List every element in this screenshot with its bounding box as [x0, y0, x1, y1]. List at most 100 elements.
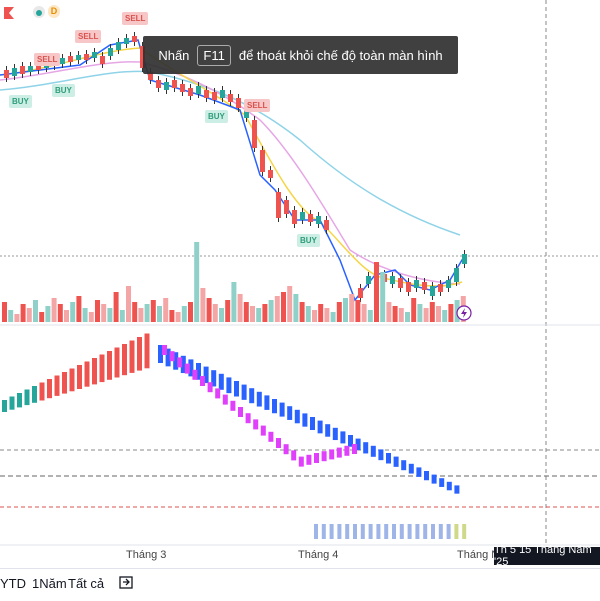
volume-bar — [45, 306, 51, 322]
osc-bar-blue — [393, 456, 399, 467]
candle-body — [116, 42, 121, 50]
volume-bar — [181, 306, 187, 322]
osc-bottom-bar — [314, 524, 318, 539]
osc-bar-magenta — [298, 456, 304, 467]
osc-bar — [24, 389, 30, 406]
x-label-march: Tháng 3 — [126, 549, 167, 561]
osc-bar-magenta — [238, 407, 243, 417]
eye-icon[interactable] — [33, 6, 45, 18]
volume-bar — [336, 302, 342, 322]
osc-bar — [47, 379, 52, 399]
osc-bottom-bar — [329, 524, 334, 539]
volume-bar — [243, 302, 249, 322]
osc-bar-magenta — [321, 451, 327, 462]
candle-body — [446, 280, 451, 288]
osc-bar — [69, 368, 75, 392]
osc-bar-magenta — [352, 444, 357, 454]
osc-bar-blue — [408, 463, 414, 474]
candle-body — [438, 284, 443, 292]
candle-body — [36, 64, 41, 70]
candle-body — [228, 94, 233, 102]
volume-bar — [398, 308, 404, 322]
osc-bottom-bar — [321, 524, 326, 539]
range-1y-button[interactable]: 1Năm — [32, 576, 67, 591]
volume-bar — [448, 304, 454, 322]
candle-body — [252, 120, 257, 148]
candle-body — [180, 84, 185, 92]
osc-bar-magenta — [344, 445, 350, 456]
signal-buy: BUY — [297, 234, 320, 247]
candle-body — [236, 98, 241, 108]
candle-body — [268, 170, 273, 178]
volume-bar — [436, 306, 441, 322]
osc-bar-blue — [211, 370, 217, 387]
volume-bar — [2, 302, 7, 322]
candle-body — [308, 214, 313, 222]
osc-bar-blue — [332, 427, 338, 441]
osc-bar-magenta — [184, 363, 190, 374]
toast-text-after: để thoát khỏi chế độ toàn màn hình — [238, 47, 443, 63]
osc-bar-magenta — [291, 450, 297, 461]
volume-bar — [318, 304, 324, 322]
osc-bar-blue — [370, 445, 376, 457]
volume-bar — [39, 312, 45, 322]
candle-body — [172, 80, 177, 88]
candle-body — [292, 210, 297, 224]
volume-bar — [132, 302, 138, 322]
osc-bottom-bar — [423, 524, 428, 539]
osc-bar-blue — [310, 417, 315, 430]
volume-bar — [225, 300, 231, 322]
osc-bottom-bar — [415, 524, 420, 539]
volume-bar — [380, 272, 386, 322]
signal-sell: SELL — [122, 12, 149, 25]
goto-date-icon[interactable] — [118, 574, 134, 590]
volume-bar — [392, 306, 398, 322]
osc-bar — [92, 358, 97, 385]
candle-body — [358, 288, 363, 298]
candle-body — [76, 55, 81, 60]
osc-bar-blue — [431, 474, 437, 484]
volume-bar — [237, 294, 243, 322]
volume-bar — [119, 310, 125, 322]
volume-bar — [281, 292, 286, 322]
volume-bar — [386, 302, 392, 322]
osc-bar-blue — [325, 424, 331, 437]
volume-bar — [293, 294, 299, 322]
candle-body — [132, 36, 137, 42]
d-badge-icon[interactable]: D — [48, 5, 60, 18]
candle-body — [260, 150, 265, 172]
close-icon[interactable] — [4, 6, 14, 19]
volume-bar — [411, 298, 417, 322]
osc-bar-magenta — [200, 376, 205, 386]
osc-bar — [62, 372, 67, 394]
osc-bar-magenta — [276, 438, 281, 448]
volume-bar — [82, 308, 88, 322]
volume-bar — [163, 298, 169, 322]
volume-bar — [442, 310, 448, 322]
volume-group — [2, 242, 466, 322]
zigzag-line — [0, 39, 466, 302]
candle-body — [20, 66, 25, 74]
volume-bar — [188, 302, 193, 322]
osc-bottom-bar — [368, 524, 373, 539]
osc-bar-blue — [294, 409, 300, 424]
volume-bar — [312, 310, 317, 322]
osc-bar-blue — [272, 399, 277, 414]
volume-bar — [194, 242, 200, 322]
volume-bar — [57, 304, 63, 322]
volume-bar — [95, 300, 100, 322]
osc-bar-blue — [287, 406, 293, 420]
range-all-button[interactable]: Tất cả — [68, 576, 105, 591]
osc-bar-blue — [363, 442, 369, 454]
range-ytd-button[interactable]: YTD — [0, 576, 26, 591]
osc-bar — [39, 382, 45, 401]
candle-body — [300, 212, 305, 220]
signal-sell: SELL — [34, 53, 61, 66]
osc-bar-magenta — [306, 454, 312, 465]
osc-bar-blue — [302, 413, 308, 427]
volume-bar — [144, 304, 150, 322]
osc-bar-blue — [196, 363, 201, 380]
osc-bar-blue — [446, 481, 452, 491]
volume-bar — [405, 312, 410, 322]
